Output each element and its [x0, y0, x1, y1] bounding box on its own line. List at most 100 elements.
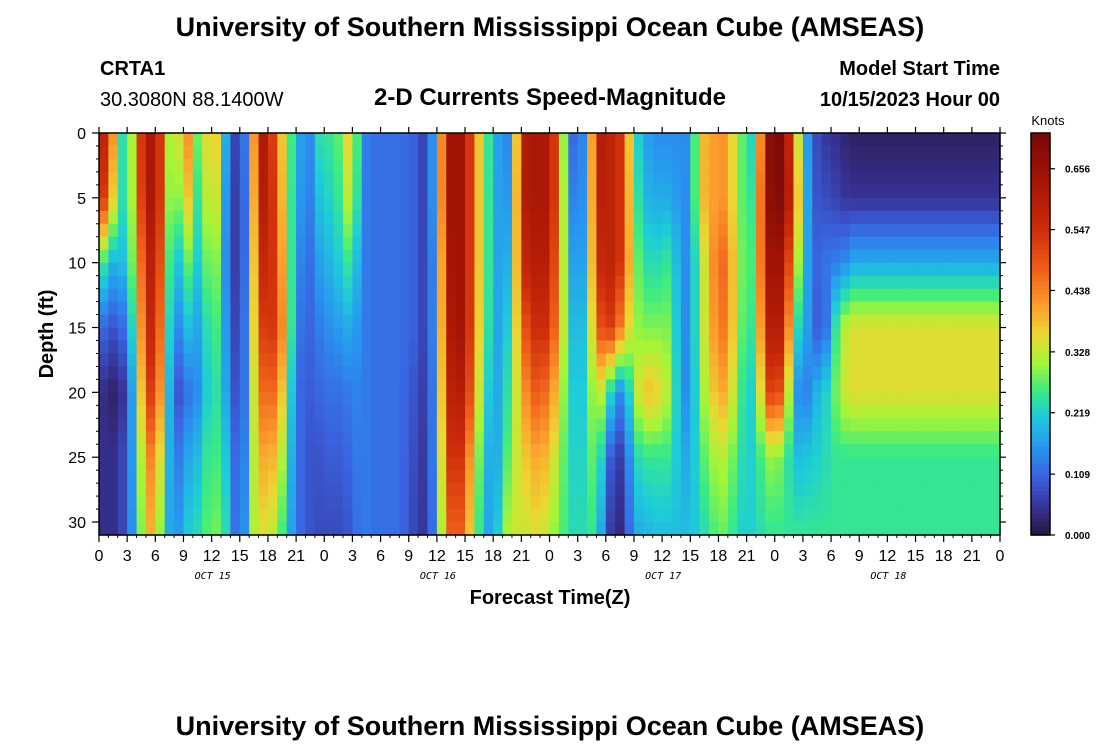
- heatmap-cell: [718, 431, 729, 445]
- heatmap-cell: [774, 158, 785, 173]
- heatmap-cell: [267, 275, 278, 290]
- heatmap-cell: [718, 405, 729, 419]
- heatmap-cell: [343, 145, 354, 160]
- colorbar-swatch: [1031, 383, 1050, 389]
- heatmap-cell: [511, 171, 522, 186]
- heatmap-cell: [615, 184, 626, 199]
- heatmap-cell: [877, 392, 888, 406]
- heatmap-cell: [887, 301, 898, 316]
- heatmap-cell: [934, 133, 945, 147]
- heatmap-cell: [587, 223, 598, 238]
- heatmap-cell: [474, 366, 485, 380]
- heatmap-cell: [802, 379, 813, 393]
- heatmap-cell: [906, 210, 917, 225]
- heatmap-cell: [408, 418, 419, 432]
- heatmap-cell: [812, 184, 823, 199]
- heatmap-cell: [164, 133, 175, 147]
- heatmap-cell: [765, 392, 776, 406]
- heatmap-cell: [915, 301, 926, 316]
- heatmap-cell: [812, 197, 823, 212]
- heatmap-cell: [418, 210, 429, 225]
- heatmap-cell: [652, 171, 663, 186]
- heatmap-cell: [643, 496, 654, 510]
- heatmap-cell: [399, 288, 410, 303]
- heatmap-cell: [211, 444, 222, 458]
- heatmap-cell: [802, 314, 813, 329]
- heatmap-cell: [511, 379, 522, 393]
- heatmap-cell: [408, 483, 419, 497]
- heatmap-cell: [352, 210, 363, 225]
- heatmap-cell: [530, 275, 541, 290]
- heatmap-cell: [174, 314, 185, 329]
- heatmap-cell: [399, 405, 410, 419]
- heatmap-cell: [108, 444, 119, 458]
- heatmap-cell: [831, 301, 842, 316]
- heatmap-cell: [267, 418, 278, 432]
- heatmap-cell: [380, 275, 391, 290]
- date-label: OCT 18: [870, 571, 906, 582]
- heatmap-cell: [436, 301, 447, 316]
- heatmap-cell: [671, 405, 682, 419]
- heatmap-cell: [671, 366, 682, 380]
- heatmap-cell: [840, 353, 851, 368]
- heatmap-cell: [690, 236, 701, 251]
- heatmap-cell: [183, 314, 194, 329]
- heatmap-cell: [258, 366, 269, 380]
- heatmap-cell: [540, 418, 551, 432]
- heatmap-cell: [145, 379, 156, 393]
- heatmap-cell: [699, 353, 710, 368]
- heatmap-cell: [849, 314, 860, 329]
- heatmap-cell: [812, 405, 823, 419]
- heatmap-cell: [427, 301, 438, 316]
- heatmap-cell: [699, 470, 710, 484]
- heatmap-cell: [145, 184, 156, 199]
- heatmap-cell: [906, 379, 917, 393]
- heatmap-cell: [671, 249, 682, 264]
- heatmap-cell: [474, 327, 485, 342]
- heatmap-cell: [906, 509, 917, 523]
- heatmap-cell: [746, 366, 757, 380]
- heatmap-cell: [755, 301, 766, 316]
- colorbar-swatch: [1031, 186, 1050, 192]
- heatmap-cell: [587, 470, 598, 484]
- heatmap-cell: [577, 470, 588, 484]
- heatmap-cell: [877, 262, 888, 277]
- colorbar-swatch: [1031, 405, 1050, 411]
- heatmap-cell: [427, 431, 438, 445]
- heatmap-cell: [662, 145, 673, 160]
- heatmap-cell: [127, 483, 138, 497]
- heatmap-cell: [662, 158, 673, 173]
- heatmap-cell: [446, 236, 457, 251]
- heatmap-cell: [530, 405, 541, 419]
- heatmap-cell: [990, 392, 1001, 406]
- heatmap-cell: [981, 418, 992, 432]
- heatmap-cell: [652, 392, 663, 406]
- heatmap-cell: [877, 496, 888, 510]
- heatmap-cell: [662, 509, 673, 523]
- heatmap-cell: [108, 171, 119, 186]
- heatmap-cell: [549, 392, 560, 406]
- heatmap-cell: [511, 340, 522, 355]
- colorbar-swatch: [1031, 311, 1050, 317]
- heatmap-cell: [831, 470, 842, 484]
- heatmap-cell: [427, 171, 438, 186]
- heatmap-cell: [859, 145, 870, 160]
- heatmap-cell: [624, 197, 635, 212]
- heatmap-cell: [174, 405, 185, 419]
- heatmap-cell: [117, 405, 128, 419]
- heatmap-cell: [136, 470, 147, 484]
- heatmap-cell: [502, 288, 513, 303]
- heatmap-cell: [155, 314, 166, 329]
- heatmap-cell: [239, 262, 250, 277]
- heatmap-cell: [502, 236, 513, 251]
- heatmap-cell: [324, 418, 335, 432]
- heatmap-cell: [314, 392, 325, 406]
- heatmap-cell: [699, 314, 710, 329]
- heatmap-cell: [117, 509, 128, 523]
- heatmap-cell: [202, 158, 213, 173]
- heatmap-cell: [474, 223, 485, 238]
- heatmap-cell: [633, 223, 644, 238]
- heatmap-cell: [568, 210, 579, 225]
- heatmap-cell: [511, 210, 522, 225]
- heatmap-cell: [324, 275, 335, 290]
